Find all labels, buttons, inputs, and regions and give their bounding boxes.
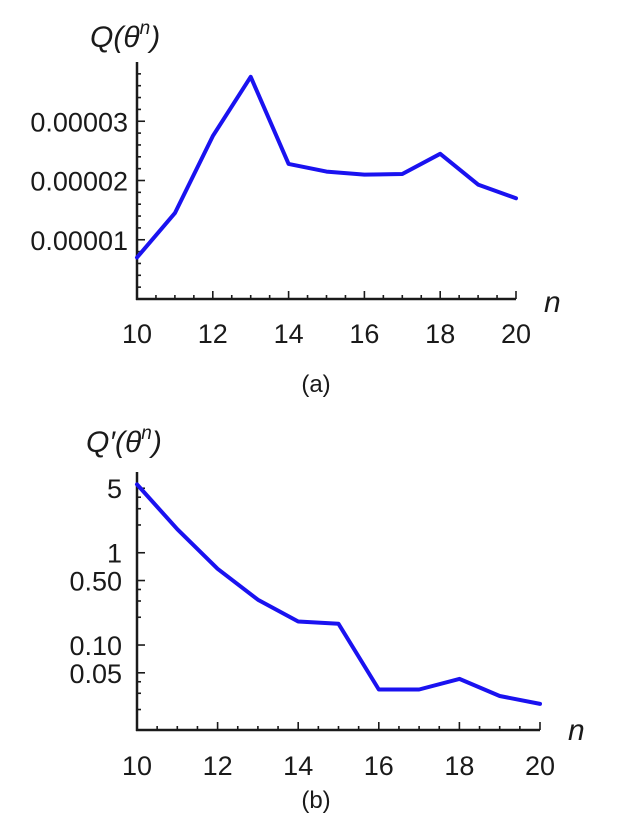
x-tick-label: 18 bbox=[444, 751, 474, 781]
y-axis-title: Q(θn) bbox=[90, 18, 160, 54]
panel-label: (b) bbox=[301, 787, 330, 814]
x-tick-label: 20 bbox=[525, 751, 555, 781]
x-axis-title: n bbox=[544, 286, 561, 319]
y-axis-title: Q′(θn) bbox=[86, 423, 162, 459]
x-tick-label: 18 bbox=[425, 319, 455, 349]
y-tick-label: 0.00002 bbox=[30, 167, 128, 197]
series-line bbox=[135, 74, 518, 260]
x-tick-label: 14 bbox=[274, 319, 304, 349]
x-tick-label: 14 bbox=[283, 751, 313, 781]
panel-label: (a) bbox=[301, 371, 330, 398]
y-tick-label: 0.10 bbox=[69, 631, 122, 661]
x-tick-label: 16 bbox=[364, 751, 394, 781]
y-axis-title-close: ) bbox=[149, 426, 162, 459]
y-axis-title-superscript: n bbox=[141, 423, 152, 444]
x-tick-label: 20 bbox=[501, 319, 531, 349]
x-tick-label: 12 bbox=[203, 751, 233, 781]
x-axis-title: n bbox=[568, 714, 585, 747]
y-axis-title-main: Q′(θ bbox=[86, 426, 142, 459]
y-tick-label: 0.00001 bbox=[30, 226, 128, 256]
y-tick-label: 1 bbox=[107, 539, 122, 569]
y-tick-label: 0.50 bbox=[69, 567, 122, 597]
x-tick-label: 12 bbox=[198, 319, 228, 349]
chart-panel-a: 10 12 14 16 18 200.000010.000020.00003Q(θn)n(… bbox=[30, 18, 560, 398]
y-tick-label: 5 bbox=[107, 474, 122, 504]
y-axis-title-superscript: n bbox=[140, 18, 151, 39]
y-tick-label: 0.00003 bbox=[30, 107, 128, 137]
y-axis-title-close: ) bbox=[147, 21, 160, 54]
y-axis-title-main: Q(θ bbox=[90, 21, 140, 54]
series-line bbox=[135, 482, 542, 706]
x-tick-label: 16 bbox=[349, 319, 379, 349]
y-tick-label: 0.05 bbox=[69, 659, 122, 689]
x-tick-label: 10 bbox=[122, 319, 152, 349]
x-tick-label: 10 bbox=[122, 751, 152, 781]
